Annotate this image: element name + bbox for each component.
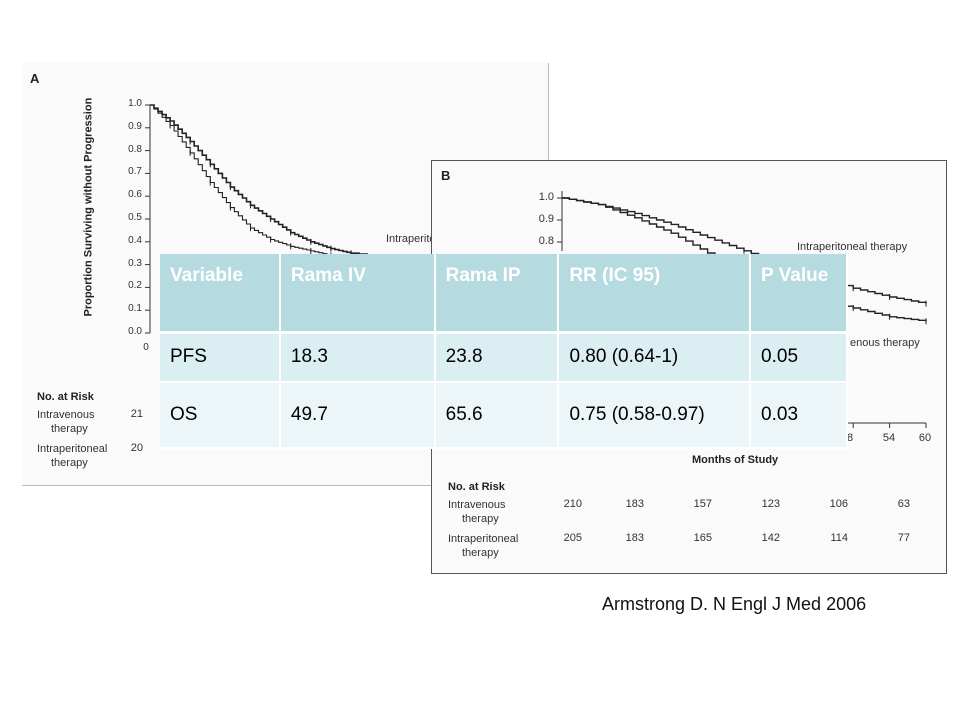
panel-b-y-tick-label: 0.9 <box>538 213 554 225</box>
table-cell: 65.6 <box>434 382 560 449</box>
panel-a-y-tick-label: 0.3 <box>128 257 142 269</box>
risk-label-line: Intraperitoneal <box>37 443 108 455</box>
panel-a-letter: A <box>30 71 40 86</box>
panel-b-letter: B <box>441 168 451 183</box>
panel-a-y-tick-label: 0.5 <box>128 212 142 223</box>
citation: Armstrong D. N Engl J Med 2006 <box>602 594 867 614</box>
panel-b-y-tick-label: 1.0 <box>538 191 554 203</box>
risk-label-line: therapy <box>51 457 88 469</box>
panel-a-y-tick-label: 0.6 <box>128 189 142 201</box>
panel-b-risk-value: 123 <box>761 498 780 510</box>
table-cell: OS <box>160 382 281 449</box>
panel-a-y-tick-label: 1.0 <box>128 98 142 109</box>
panel-b-curve-label-iv: enous therapy <box>850 337 920 349</box>
panel-a-risk-label-iv: Intravenous therapy <box>37 408 94 436</box>
table-header-row: Variable Rama IV Rama IP RR (IC 95) P Va… <box>160 254 848 334</box>
table-row: OS 49.7 65.6 0.75 (0.58-0.97) 0.03 <box>160 382 848 449</box>
panel-a-y-tick-label: 0.0 <box>128 326 142 337</box>
panel-b-x-axis-label: Months of Study <box>692 454 779 466</box>
panel-b-risk-value: 183 <box>625 498 644 510</box>
panel-b-x-tick: 60 <box>918 432 932 444</box>
panel-b-risk-value: 183 <box>625 532 644 544</box>
table-row: PFS 18.3 23.8 0.80 (0.64-1) 0.05 <box>160 332 848 383</box>
panel-a-risk-label-ip: Intraperitoneal therapy <box>37 442 107 470</box>
panel-b-risk-value: 114 <box>830 532 848 544</box>
header-rama-ip: Rama IP <box>434 254 560 334</box>
panel-a-y-tick-label: 0.9 <box>128 120 142 132</box>
panel-a-y-tick-label: 0.7 <box>128 166 142 178</box>
panel-b-risk-value: 157 <box>693 498 712 510</box>
table-cell: 18.3 <box>279 332 436 383</box>
panel-a-x-tick-first: 0 <box>143 342 149 353</box>
panel-b-risk-value: 142 <box>761 532 780 544</box>
risk-label-line: Intraperitoneal <box>448 533 519 545</box>
panel-b-risk-value: 205 <box>563 532 582 544</box>
panel-a-y-tick-label: 0.8 <box>128 143 142 155</box>
header-variable: Variable <box>160 254 281 334</box>
risk-label-line: therapy <box>462 513 499 525</box>
panel-b-curve-label-ip: Intraperitoneal therapy <box>797 241 908 253</box>
risk-label-line: therapy <box>462 547 499 559</box>
risk-label-line: therapy <box>51 423 88 435</box>
panel-a-y-tick-label: 0.2 <box>128 280 142 292</box>
header-rama-iv: Rama IV <box>279 254 436 334</box>
panel-b-risk-value: 77 <box>897 532 910 544</box>
panel-b-risk-value: 210 <box>563 498 582 510</box>
table-cell: 0.05 <box>750 332 848 383</box>
panel-a-curve-intraperitoneal <box>150 104 392 258</box>
risk-label-line: Intravenous <box>37 409 95 421</box>
panel-b-risk-value: 106 <box>829 498 848 510</box>
panel-b-risk-title: No. at Risk <box>448 481 505 493</box>
panel-a-risk-iv-first: 21 <box>130 408 143 420</box>
table-cell: PFS <box>160 332 281 383</box>
risk-label-line: Intravenous <box>448 499 506 511</box>
header-p-value: P Value <box>750 254 848 334</box>
panel-a-risk-ip-first: 20 <box>130 442 143 454</box>
panel-a-y-tick-label: 0.4 <box>128 234 142 246</box>
panel-b-x-tick: 54 <box>882 432 896 444</box>
panel-b-y-tick-label: 0.8 <box>538 235 554 247</box>
comparison-table: Variable Rama IV Rama IP RR (IC 95) P Va… <box>160 254 848 449</box>
panel-b-risk-label-iv: Intravenous therapy <box>448 498 505 526</box>
panel-b-risk-value: 63 <box>897 498 910 510</box>
panel-b-risk-value: 165 <box>693 532 712 544</box>
table-cell: 49.7 <box>279 382 436 449</box>
header-rr: RR (IC 95) <box>558 254 752 334</box>
panel-b-risk-label-ip: Intraperitoneal therapy <box>448 532 518 560</box>
table-cell: 0.80 (0.64-1) <box>558 332 752 383</box>
panel-a-risk-title: No. at Risk <box>37 391 94 403</box>
table-cell: 0.75 (0.58-0.97) <box>558 382 752 449</box>
table-cell: 0.03 <box>750 382 848 449</box>
table-cell: 23.8 <box>434 332 560 383</box>
panel-a-y-tick-label: 0.1 <box>128 303 142 315</box>
